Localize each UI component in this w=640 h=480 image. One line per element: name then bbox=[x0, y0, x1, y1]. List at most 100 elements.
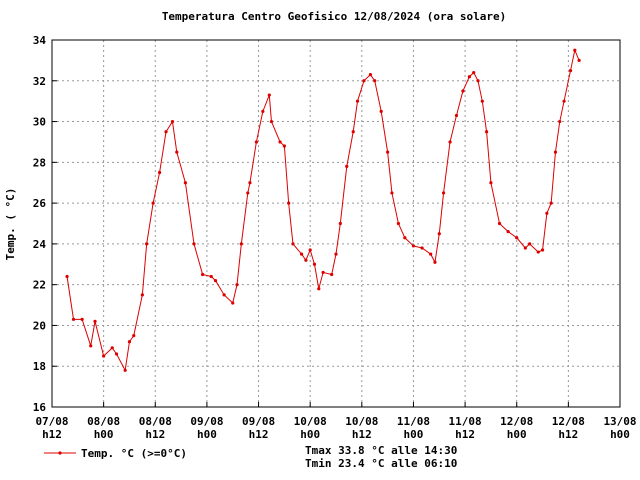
data-point bbox=[351, 130, 355, 134]
x-tick-label: 13/08 h00 bbox=[603, 415, 636, 441]
data-point bbox=[489, 181, 493, 185]
x-tick-label: 08/08 h12 bbox=[139, 415, 172, 441]
data-point bbox=[330, 272, 334, 277]
data-point bbox=[379, 109, 383, 113]
y-tick-label: 24 bbox=[33, 238, 47, 251]
data-point bbox=[558, 119, 562, 124]
data-point bbox=[231, 301, 235, 305]
data-point bbox=[246, 191, 250, 195]
data-point bbox=[476, 79, 480, 83]
data-point bbox=[80, 317, 84, 321]
data-point bbox=[175, 150, 179, 154]
data-point bbox=[441, 191, 446, 195]
data-point bbox=[577, 58, 581, 62]
data-point bbox=[437, 232, 441, 236]
x-tick-label: 07/08 h12 bbox=[35, 415, 68, 441]
data-point bbox=[287, 201, 291, 205]
annotation: Tmin 23.4 °C alle 06:10 bbox=[305, 457, 457, 470]
data-point bbox=[373, 79, 377, 83]
data-point bbox=[497, 221, 502, 226]
data-point bbox=[102, 354, 106, 358]
y-axis-label: Temp. ( °C) bbox=[4, 188, 17, 261]
data-point bbox=[157, 170, 162, 175]
data-point bbox=[213, 278, 218, 283]
data-point bbox=[209, 274, 213, 279]
data-point bbox=[411, 244, 416, 248]
data-point bbox=[89, 344, 93, 348]
data-point bbox=[523, 246, 527, 250]
data-point bbox=[545, 211, 549, 215]
data-point bbox=[93, 319, 97, 323]
data-point bbox=[562, 99, 566, 103]
data-point bbox=[461, 89, 465, 93]
x-tick-label: 11/08 h00 bbox=[397, 415, 430, 441]
x-tick-label: 12/08 h12 bbox=[552, 415, 585, 441]
data-point bbox=[321, 270, 325, 275]
data-point bbox=[151, 201, 155, 205]
data-point bbox=[261, 109, 265, 113]
x-tick-label: 10/08 h12 bbox=[345, 415, 378, 441]
data-point bbox=[448, 140, 452, 144]
data-point bbox=[338, 221, 342, 226]
data-point bbox=[568, 68, 573, 73]
data-point bbox=[170, 119, 175, 124]
data-point bbox=[114, 352, 119, 356]
chart-title: Temperatura Centro Geofisico 12/08/2024 … bbox=[162, 10, 506, 23]
data-point bbox=[485, 130, 489, 134]
data-point bbox=[429, 252, 433, 256]
data-point bbox=[278, 140, 282, 144]
data-point bbox=[386, 150, 390, 154]
y-tick-label: 22 bbox=[33, 279, 46, 292]
plot-frame bbox=[51, 39, 621, 408]
y-tick-label: 18 bbox=[33, 360, 46, 373]
data-point bbox=[132, 334, 136, 338]
data-point bbox=[312, 262, 317, 266]
data-point bbox=[467, 75, 471, 79]
y-tick-label: 16 bbox=[33, 401, 47, 414]
y-tick-label: 34 bbox=[33, 34, 47, 47]
data-point bbox=[299, 252, 304, 256]
x-tick-label: 11/08 h12 bbox=[449, 415, 482, 441]
data-point bbox=[282, 144, 286, 148]
data-point bbox=[269, 119, 274, 124]
data-point bbox=[515, 236, 519, 240]
data-point bbox=[472, 71, 476, 75]
data-point bbox=[235, 283, 239, 287]
data-point bbox=[403, 236, 407, 240]
data-point bbox=[267, 93, 271, 97]
data-point bbox=[396, 221, 400, 226]
data-point bbox=[192, 242, 196, 246]
data-point bbox=[317, 287, 321, 291]
data-point bbox=[145, 242, 149, 246]
data-point bbox=[123, 368, 127, 372]
data-point bbox=[140, 293, 144, 297]
y-tick-label: 30 bbox=[33, 116, 46, 129]
data-point bbox=[110, 346, 114, 350]
data-point bbox=[454, 113, 459, 118]
data-point bbox=[553, 150, 558, 154]
data-point bbox=[65, 274, 69, 279]
data-point bbox=[540, 248, 545, 252]
x-tick-label: 08/08 h00 bbox=[87, 415, 120, 441]
y-tick-label: 32 bbox=[33, 75, 46, 88]
data-point bbox=[480, 99, 484, 103]
data-point bbox=[390, 191, 394, 195]
data-point bbox=[222, 293, 226, 297]
data-point bbox=[433, 260, 437, 264]
data-point bbox=[355, 99, 360, 103]
x-tick-label: 09/08 h00 bbox=[190, 415, 223, 441]
data-point bbox=[334, 252, 338, 256]
data-point bbox=[536, 250, 540, 254]
data-point bbox=[164, 130, 168, 134]
data-point bbox=[420, 246, 424, 250]
data-point bbox=[183, 181, 187, 185]
data-point bbox=[549, 201, 553, 205]
data-point bbox=[304, 258, 308, 262]
y-tick-label: 28 bbox=[33, 156, 46, 169]
x-tick-label: 12/08 h00 bbox=[500, 415, 533, 441]
y-tick-label: 26 bbox=[33, 197, 47, 210]
x-tick-label: 09/08 h12 bbox=[242, 415, 275, 441]
data-point bbox=[239, 242, 243, 246]
data-point bbox=[254, 140, 258, 144]
